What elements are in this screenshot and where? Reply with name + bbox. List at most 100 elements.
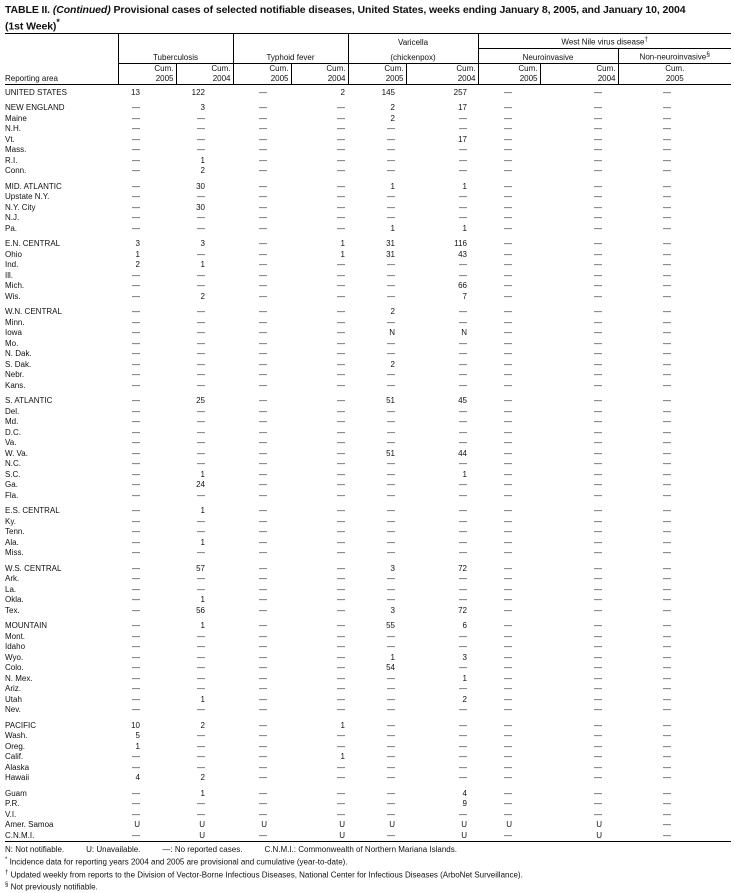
header-cum-2005: Cum. 2005 (117, 63, 176, 85)
table-cell: 145 (381, 87, 395, 97)
table-row: MID. ATLANTIC — 30 — — 1 1 — — — (5, 177, 731, 193)
table-cell: — (337, 427, 345, 437)
table-cell: — (663, 223, 672, 233)
table-cell: — (387, 762, 395, 772)
table-cell: 17 (458, 103, 467, 112)
table-cell: 1 (135, 249, 140, 259)
table-row: MOUNTAIN — 1 — — 55 6 — — — (5, 616, 731, 632)
cum-label: Cum. (211, 63, 231, 73)
west-nile-label: West Nile virus disease (561, 37, 645, 47)
year-label: 2005 (665, 73, 684, 83)
reporting-area: W.S. CENTRAL (5, 563, 62, 573)
reporting-area: Ill. (5, 270, 13, 280)
table-cell: — (504, 574, 512, 583)
table-cell: — (459, 113, 467, 123)
table-cell: — (594, 249, 602, 259)
table-cell: — (337, 380, 345, 390)
reporting-area: Conn. (5, 166, 27, 175)
table-cell: — (132, 705, 140, 714)
table-cell: — (459, 752, 467, 761)
reporting-area: Ark. (5, 574, 20, 583)
reporting-area: Maine (5, 113, 27, 123)
table-cell: — (594, 370, 602, 379)
reporting-area: Fla. (5, 490, 19, 500)
table-row: Mo. — — — — — — — — — (5, 339, 731, 350)
table-cell: — (337, 480, 345, 489)
table-cell: — (459, 574, 467, 583)
table-cell: — (594, 181, 602, 191)
table-row: Conn. — 2 — — — — — — — (5, 166, 731, 177)
table-cell: — (504, 705, 512, 714)
table-row: Mich. — — — — — 66 — — — (5, 281, 731, 292)
reporting-area: Ga. (5, 480, 18, 489)
table-row: Nev. — — — — — — — — — (5, 705, 731, 716)
table-cell: — (259, 731, 267, 740)
table-cell: — (337, 113, 345, 123)
table-cell: — (594, 192, 602, 201)
table-cell: 2 (390, 103, 395, 112)
footnote-mark: § (5, 882, 9, 889)
table-cell: — (387, 291, 395, 301)
table-cell: — (197, 731, 205, 740)
table-cell: — (132, 752, 140, 761)
table-cell: — (459, 417, 467, 426)
table-cell: 7 (462, 291, 467, 301)
table-cell: — (594, 490, 602, 500)
year-label: 2005 (385, 73, 404, 83)
table-cell: — (337, 181, 345, 191)
table-cell: — (663, 166, 672, 175)
table-cell: — (197, 249, 205, 259)
table-cell: — (504, 145, 512, 154)
table-cell: — (387, 317, 395, 327)
reporting-area: Tenn. (5, 527, 25, 536)
table-cell: 1 (462, 181, 467, 191)
reporting-area: Pa. (5, 223, 18, 233)
table-cell: 55 (386, 621, 395, 630)
table-cell: — (337, 134, 345, 144)
table-cell: — (132, 563, 140, 573)
table-cell: — (337, 328, 345, 337)
table-cell: — (663, 652, 672, 662)
year-label: 2005 (270, 73, 289, 83)
table-cell: — (663, 459, 672, 468)
table-cell: — (197, 673, 205, 683)
table-cell: — (504, 537, 512, 547)
title-text: Provisional cases of selected notifiable… (113, 4, 686, 16)
table-cell: 30 (196, 181, 205, 191)
table-cell: — (504, 281, 512, 290)
table-cell: — (259, 427, 267, 437)
table-row: N.H. — — — — — — — — — (5, 124, 731, 135)
header-tuberculosis: Tuberculosis (117, 33, 233, 64)
table-cell: — (259, 799, 267, 808)
table-cell: — (504, 527, 512, 536)
reporting-area: Md. (5, 417, 19, 426)
table-cell: — (197, 213, 205, 222)
table-cell: — (132, 516, 140, 526)
table-cell: — (459, 506, 467, 515)
reporting-area: Alaska (5, 762, 30, 772)
table-cell: U (291, 830, 348, 842)
table-cell: — (594, 396, 602, 405)
table-row: Amer. Samoa U U U U U U U U — (5, 820, 731, 831)
table-cell: — (594, 406, 602, 416)
reporting-area: P.R. (5, 799, 20, 808)
table-row: Upstate N.Y. — — — — — — — — — (5, 192, 731, 203)
table-cell: — (387, 752, 395, 761)
reporting-area: UNITED STATES (5, 87, 67, 97)
table-cell: — (594, 145, 602, 154)
table-cell: — (663, 595, 672, 604)
table-cell: 13 (131, 87, 140, 97)
header-chickenpox: (chickenpox) (347, 48, 478, 64)
title-week: (1st Week) (5, 20, 57, 33)
table-cell: — (504, 595, 512, 604)
table-cell: — (459, 270, 467, 280)
table-cell: — (337, 762, 345, 772)
table-cell: — (594, 605, 602, 615)
table-cell: 1 (135, 741, 140, 751)
header-cum-2005: Cum. 2005 (347, 63, 406, 85)
table-cell: — (504, 584, 512, 594)
table-cell: — (663, 317, 672, 327)
table-cell: — (663, 490, 672, 500)
table-cell: — (663, 720, 672, 730)
table-cell: — (337, 166, 345, 175)
